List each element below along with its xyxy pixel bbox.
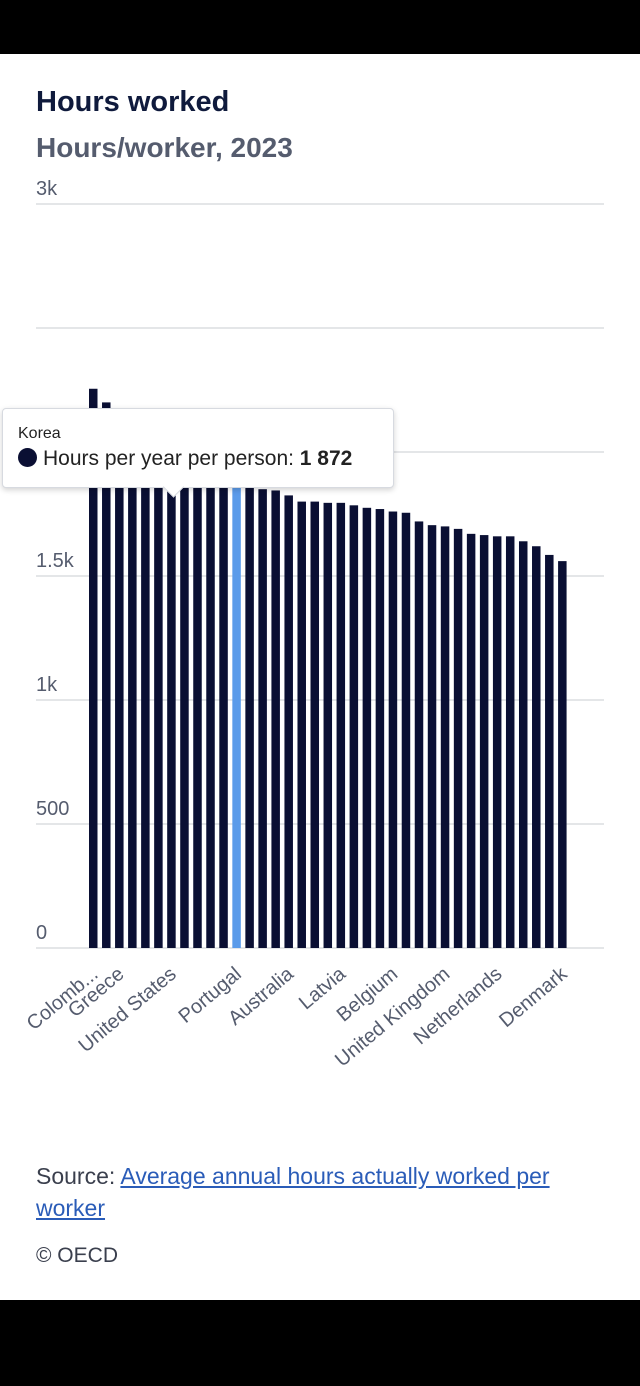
bar[interactable] bbox=[154, 438, 163, 948]
bar[interactable] bbox=[141, 432, 150, 948]
source-link[interactable]: Average annual hours actually worked per… bbox=[36, 1163, 550, 1221]
tooltip: Korea Hours per year per person: 1 872 bbox=[2, 408, 394, 488]
bar[interactable] bbox=[375, 509, 385, 948]
chart-title: Hours worked bbox=[36, 86, 230, 118]
bar[interactable] bbox=[362, 507, 372, 948]
x-tick-label: Denmark bbox=[495, 962, 572, 1032]
bar[interactable] bbox=[128, 428, 137, 948]
y-tick-label: 1k bbox=[36, 674, 58, 696]
y-tick-label: 0 bbox=[36, 922, 47, 944]
bar[interactable] bbox=[349, 505, 359, 948]
bar[interactable] bbox=[193, 460, 202, 948]
series-dot-icon bbox=[18, 448, 37, 467]
bar[interactable] bbox=[258, 489, 267, 948]
bar[interactable] bbox=[492, 536, 502, 948]
y-tick-label: 1.5k bbox=[36, 550, 75, 572]
bar[interactable] bbox=[545, 554, 554, 948]
bar[interactable] bbox=[427, 525, 437, 948]
bar[interactable] bbox=[336, 502, 346, 948]
chart-subtitle: Hours/worker, 2023 bbox=[36, 132, 293, 163]
tooltip-country: Korea bbox=[18, 425, 61, 442]
bar[interactable] bbox=[102, 402, 111, 948]
bar[interactable] bbox=[284, 495, 293, 948]
y-tick-label: 500 bbox=[36, 798, 69, 820]
bar[interactable] bbox=[271, 490, 280, 948]
bar[interactable] bbox=[414, 521, 424, 948]
bar[interactable] bbox=[440, 526, 450, 948]
tooltip-series-label: Hours per year per person: bbox=[43, 447, 300, 470]
y-tick-label: 3k bbox=[36, 178, 58, 200]
bar[interactable] bbox=[479, 535, 489, 948]
bar[interactable] bbox=[401, 512, 411, 948]
bar[interactable] bbox=[297, 501, 306, 948]
source-note: Source: Average annual hours actually wo… bbox=[36, 1160, 596, 1224]
bar[interactable] bbox=[453, 528, 463, 948]
source-prefix: Source: bbox=[36, 1163, 121, 1189]
bar[interactable] bbox=[115, 424, 124, 949]
bar[interactable] bbox=[89, 388, 98, 948]
bar[interactable] bbox=[310, 501, 320, 948]
tooltip-row: Hours per year per person: 1 872 bbox=[18, 447, 352, 471]
bar[interactable] bbox=[167, 440, 176, 948]
bar[interactable] bbox=[206, 469, 215, 948]
bar[interactable] bbox=[219, 473, 228, 948]
tooltip-value: 1 872 bbox=[299, 447, 353, 470]
bar[interactable] bbox=[558, 561, 567, 948]
bar[interactable] bbox=[232, 481, 241, 948]
bar[interactable] bbox=[532, 546, 541, 948]
bar[interactable] bbox=[245, 483, 254, 948]
bar[interactable] bbox=[505, 536, 515, 948]
bar[interactable] bbox=[518, 541, 528, 948]
copyright: © OECD bbox=[36, 1244, 118, 1267]
bar[interactable] bbox=[388, 511, 398, 948]
bar[interactable] bbox=[323, 502, 333, 948]
bar[interactable] bbox=[466, 533, 476, 948]
bar[interactable] bbox=[180, 460, 189, 948]
chart-card: Hours worked Hours/worker, 2023 0 500 1k 1.… bbox=[0, 54, 640, 1300]
